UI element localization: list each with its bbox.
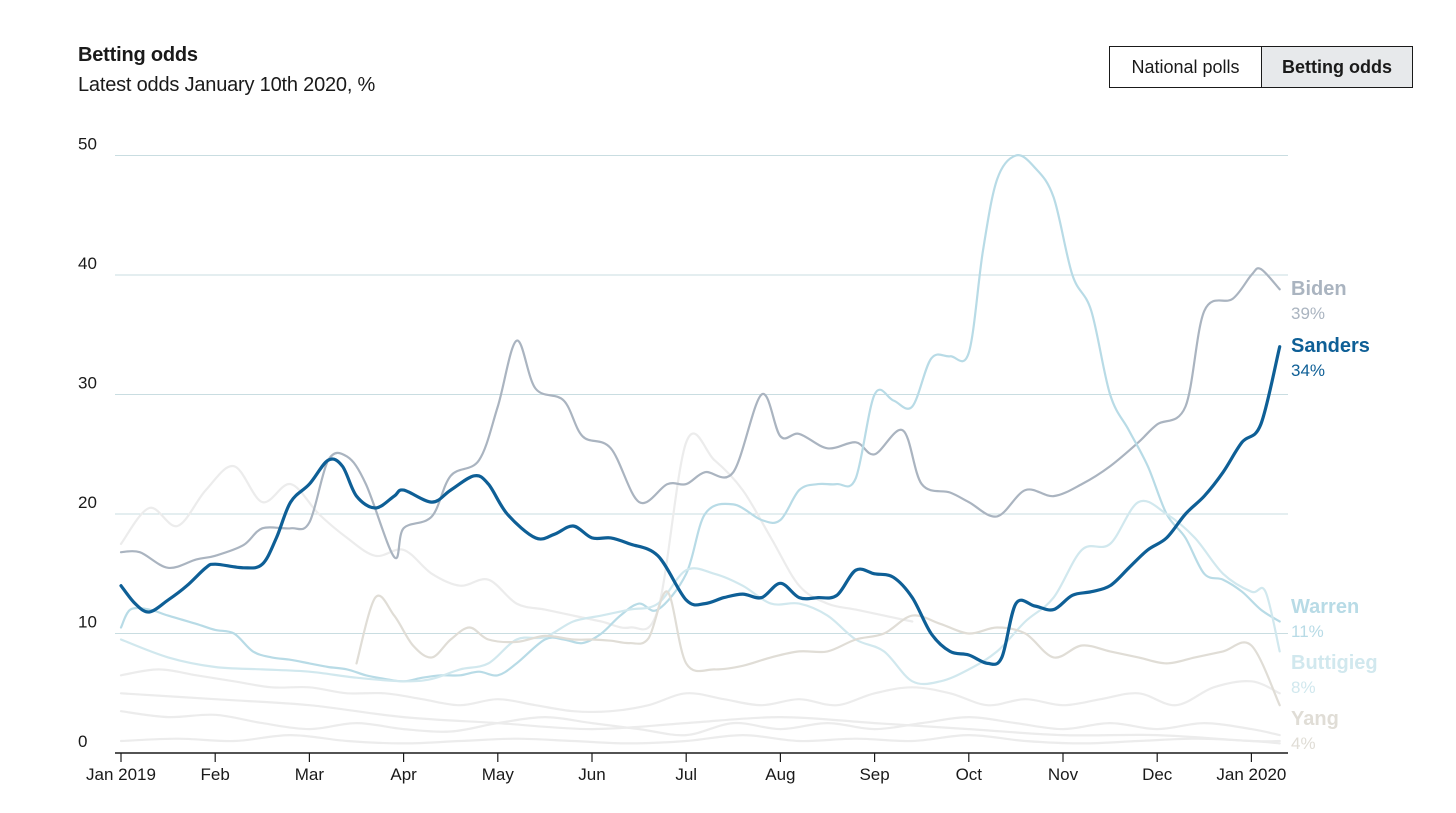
x-tick-label: Jan 2019 — [86, 765, 156, 784]
toggle-national-polls[interactable]: National polls — [1110, 47, 1262, 87]
x-tick-label: Jul — [675, 765, 697, 784]
x-tick-label: Apr — [390, 765, 417, 784]
series-line-other — [119, 668, 1281, 714]
end-label-name: Yang — [1291, 708, 1339, 730]
series-line-yang — [355, 590, 1281, 707]
y-tick-label: 10 — [78, 613, 97, 632]
y-tick-label: 20 — [78, 493, 97, 512]
end-label-value: 4% — [1291, 734, 1316, 753]
end-label-name: Biden — [1291, 278, 1347, 300]
end-label-value: 8% — [1291, 678, 1316, 697]
y-tick-label: 50 — [78, 135, 97, 154]
end-label-value: 11% — [1291, 622, 1324, 641]
end-label-name: Buttigieg — [1291, 652, 1378, 674]
x-tick-label: Nov — [1048, 765, 1079, 784]
end-label-value: 39% — [1291, 304, 1325, 323]
x-tick-label: Aug — [765, 765, 795, 784]
series-lines — [119, 154, 1282, 745]
end-label-name: Sanders — [1291, 335, 1370, 357]
series-line-buttigieg — [119, 499, 1281, 686]
y-axis-ticks: 0 10 20 30 40 50 — [78, 135, 97, 752]
y-tick-label: 30 — [78, 374, 97, 393]
x-tick-label: Mar — [295, 765, 325, 784]
series-line-other — [119, 692, 1281, 743]
end-label-name: Warren — [1291, 596, 1359, 618]
x-tick-label: Feb — [201, 765, 230, 784]
x-axis: Jan 2019 Feb Mar Apr May Jun Jul Aug Sep Oct Nov De… — [86, 752, 1288, 784]
toggle-betting-odds[interactable]: Betting odds — [1262, 47, 1412, 87]
x-tick-label: May — [482, 765, 515, 784]
series-line-other — [119, 710, 1281, 737]
series-line-warren — [119, 154, 1281, 683]
chart-subtitle: Latest odds January 10th 2020, % — [78, 74, 376, 96]
x-tick-label: Dec — [1142, 765, 1173, 784]
series-line-other — [119, 432, 914, 631]
x-tick-label: Oct — [956, 765, 983, 784]
series-line-other — [119, 734, 1281, 745]
y-tick-label: 0 — [78, 732, 87, 751]
series-line-sanders — [119, 345, 1282, 666]
y-tick-label: 40 — [78, 254, 97, 273]
x-tick-label: Jun — [578, 765, 605, 784]
x-tick-label: Jan 2020 — [1216, 765, 1286, 784]
series-line-biden — [119, 267, 1281, 569]
view-toggle: National polls Betting odds — [1109, 46, 1413, 88]
x-tick-label: Sep — [859, 765, 889, 784]
series-end-labels: Biden 39% Sanders 34% Warren 11% Buttigieg 8% Ya… — [1291, 278, 1378, 753]
chart-title: Betting odds — [78, 44, 198, 66]
end-label-value: 34% — [1291, 361, 1325, 380]
gridlines — [115, 155, 1288, 634]
